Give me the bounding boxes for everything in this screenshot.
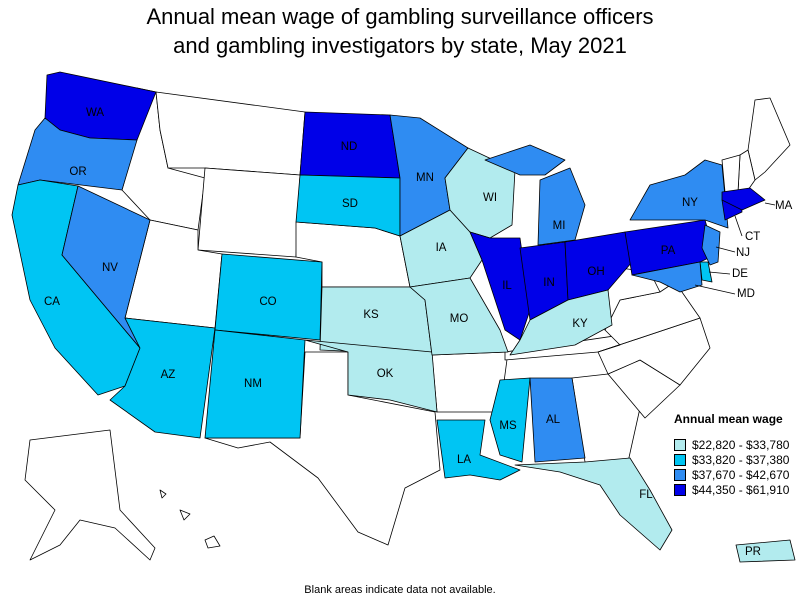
label-CA: CA: [44, 296, 60, 308]
state-NY: [629, 159, 729, 229]
state-LA: [436, 419, 521, 481]
state-KY: [509, 289, 613, 356]
label-FL: FL: [639, 489, 653, 501]
state-WY: [197, 167, 301, 258]
legend-item: $22,820 - $33,780: [674, 438, 789, 452]
state-MS: [489, 377, 531, 463]
label-WI: WI: [483, 192, 497, 204]
label-MS: MS: [499, 420, 517, 432]
label-IL: IL: [502, 280, 512, 292]
label-MO: MO: [450, 313, 469, 325]
legend-label: $37,670 - $42,670: [692, 468, 790, 482]
label-NY: NY: [682, 197, 698, 209]
state-FL: [514, 457, 673, 551]
state-WI: [444, 147, 516, 239]
legend-item: $33,820 - $37,380: [674, 453, 789, 467]
label-PA: PA: [661, 245, 676, 257]
state-MO: [409, 277, 509, 356]
label-NJ: NJ: [736, 247, 750, 259]
label-OR: OR: [69, 166, 86, 178]
label-IA: IA: [436, 242, 447, 254]
legend-label: $44,350 - $61,910: [692, 483, 790, 497]
label-WA: WA: [86, 107, 104, 119]
legend-item: $37,670 - $42,670: [674, 468, 789, 482]
data-states: [11, 71, 796, 563]
callout-line-CT: [734, 215, 743, 237]
label-OH: OH: [587, 266, 604, 278]
state-AL: [529, 377, 586, 463]
label-CO: CO: [259, 296, 276, 308]
footnote: Blank areas indicate data not available.: [304, 584, 496, 596]
callout-line-NJ: [715, 246, 736, 253]
legend-label: $33,820 - $37,380: [692, 453, 790, 467]
state-MA: [721, 187, 766, 211]
state-AK: [24, 429, 156, 561]
label-CT: CT: [745, 231, 760, 243]
state-ME: [747, 97, 791, 181]
label-IN: IN: [543, 277, 555, 289]
legend-label: $22,820 - $33,780: [692, 438, 790, 452]
state-IL: [469, 231, 531, 341]
legend-swatch: [674, 469, 686, 481]
state-OH: [564, 231, 633, 301]
state-MD: [631, 261, 703, 293]
state-NJ: [701, 224, 721, 266]
label-PR: PR: [745, 546, 761, 558]
state-MI: [484, 144, 586, 246]
label-AL: AL: [546, 414, 561, 426]
label-MD: MD: [737, 288, 755, 300]
state-WA: [44, 71, 157, 141]
legend-swatch: [674, 454, 686, 466]
map-title-line-1: Annual mean wage of gambling surveillanc…: [146, 4, 654, 29]
state-OR: [17, 117, 138, 191]
legend-item: $44,350 - $61,910: [674, 483, 789, 497]
state-HI: [159, 489, 221, 549]
map-title: Annual mean wage of gambling surveillanc…: [0, 2, 800, 60]
label-KY: KY: [572, 318, 588, 330]
label-MA: MA: [775, 200, 793, 212]
state-TX: [204, 351, 441, 546]
label-AZ: AZ: [161, 369, 176, 381]
state-MT: [155, 91, 306, 176]
label-NM: NM: [244, 378, 262, 390]
label-DE: DE: [732, 268, 748, 280]
map-title-line-2: and gambling investigators by state, May…: [173, 33, 627, 58]
label-OK: OK: [377, 368, 394, 380]
legend-swatch: [674, 484, 686, 496]
label-MN: MN: [416, 172, 434, 184]
label-KS: KS: [363, 309, 379, 321]
legend-swatch: [674, 439, 686, 451]
state-SD: [295, 174, 401, 237]
callout-line-DE: [708, 271, 731, 275]
state-AZ: [109, 317, 216, 439]
callout-line-MD: [694, 284, 736, 295]
state-NM: [204, 329, 306, 439]
state-VT: [721, 154, 741, 193]
label-NV: NV: [102, 262, 118, 274]
legend-title: Annual mean wage: [674, 412, 783, 426]
label-LA: LA: [457, 454, 471, 466]
state-labels: WA OR CA NV AZ CO NM ND SD KS OK MN IA M…: [44, 107, 793, 558]
label-SD: SD: [342, 198, 358, 210]
state-PR: [735, 539, 796, 563]
label-MI: MI: [553, 220, 566, 232]
label-ND: ND: [341, 141, 358, 153]
callout-line-MA: [764, 202, 776, 206]
callout-lines: [694, 202, 776, 295]
legend: Annual mean wage $22,820 - $33,780 $33,8…: [674, 412, 789, 498]
